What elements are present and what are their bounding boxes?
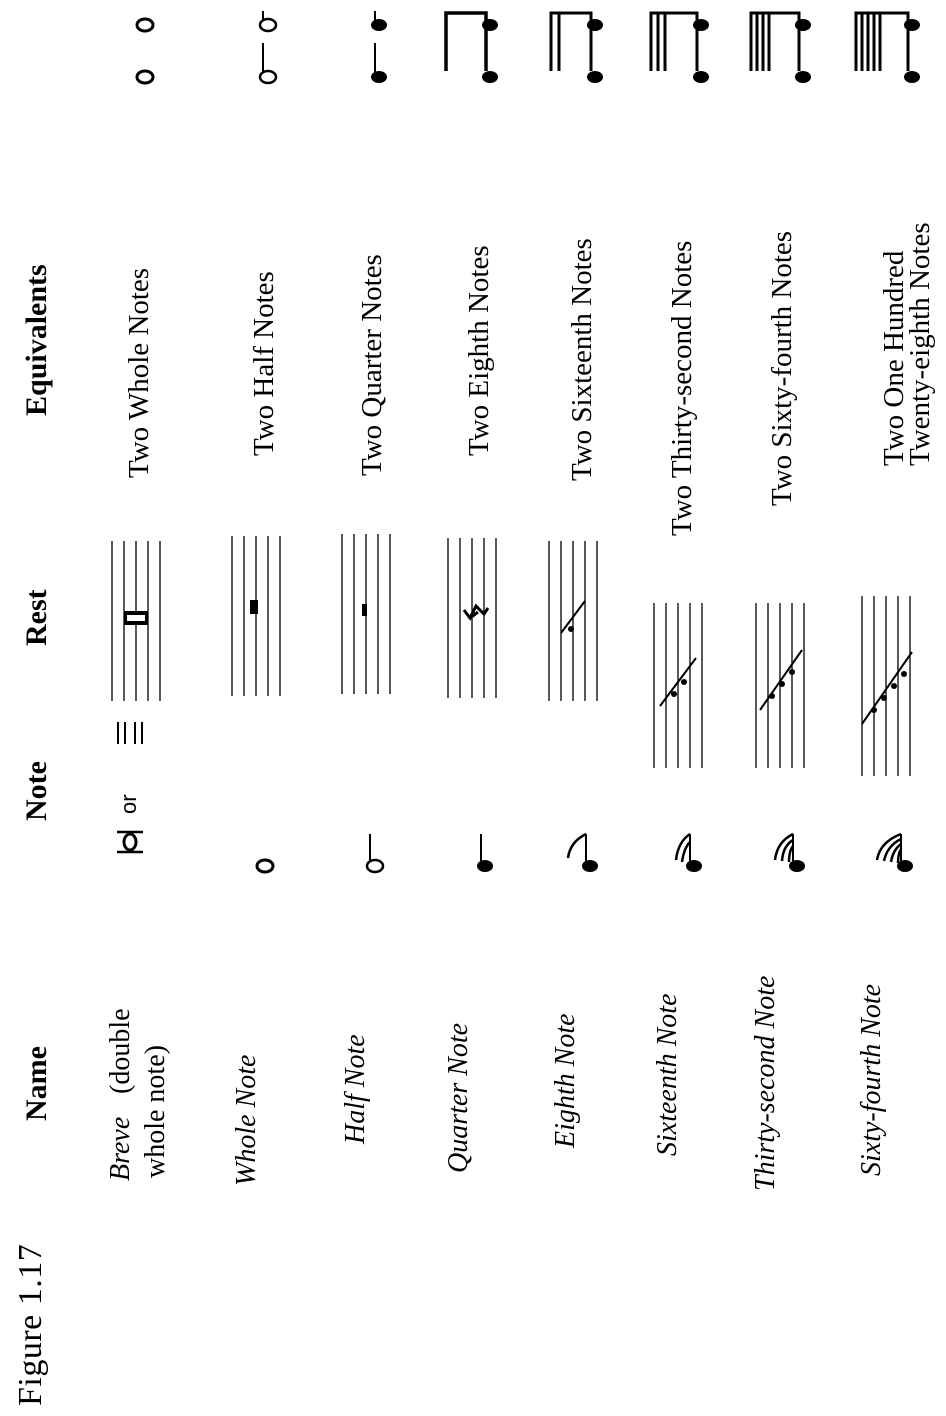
row-5-equivalent: Two Thirty-second Notes [666,240,698,536]
equivalent-two-quarter-notes-symbol [371,11,387,83]
row-3-name: Quarter Note [443,1022,474,1173]
row-7-equivalent-line2: Twenty-eighth Notes [904,222,936,466]
row-0-equivalent: Two Whole Notes [123,267,155,478]
equivalent-two-whole-notes-symbol [135,17,155,85]
sixty-fourth-rest-staff [861,596,913,776]
half-rest-staff [341,534,391,694]
breve-alt-symbol [117,722,143,744]
eighth-rest-staff [548,541,598,701]
whole-rest-staff [231,536,281,696]
equivalent-two-thirty-second-notes-symbol [649,11,709,83]
equivalent-two-eighth-notes-symbol [444,11,498,83]
breve-note-symbol [117,830,143,854]
header-rest: Rest [20,589,53,646]
sixteenth-rest-staff [653,603,703,768]
quarter-rest-staff [447,538,497,698]
row-1-equivalent: Two Half Notes [248,271,280,456]
row-0-name-extra: (double [105,1008,136,1094]
header-equivalents: Equivalents [20,264,53,416]
whole-note-symbol [255,858,275,874]
thirty-second-note-symbol [773,832,805,872]
sixteenth-note-symbol [674,832,702,872]
breve-rest-staff [111,541,161,701]
row-7-name: Sixty-fourth Note [856,983,887,1176]
header-name: Name [20,1046,53,1121]
row-6-equivalent: Two Sixty-fourth Notes [766,230,798,506]
equivalent-two-half-notes-symbol [258,11,278,85]
row-4-equivalent: Two Sixteenth Notes [566,238,598,481]
row-4-name: Eighth Note [550,1013,581,1148]
row-0-note-or: or [116,794,141,814]
eighth-note-symbol [566,832,598,872]
row-6-name: Thirty-second Note [750,975,781,1191]
row-5-name: Sixteenth Note [652,993,683,1156]
equivalent-two-128th-notes-symbol [854,11,920,83]
row-2-equivalent: Two Quarter Notes [356,254,388,476]
header-note: Note [20,761,53,821]
quarter-note-symbol [477,834,493,872]
row-2-name: Half Note [340,1034,371,1144]
figure-label: Figure 1.17 [12,1243,49,1406]
half-note-symbol [365,834,385,874]
thirty-second-rest-staff [755,603,805,768]
row-0-name: Breve [105,1116,136,1181]
equivalent-two-sixteenth-notes-symbol [549,11,603,83]
row-0-name-line2: whole note) [140,1045,171,1178]
sixty-fourth-note-symbol [875,832,913,872]
row-1-name: Whole Note [231,1054,262,1186]
equivalent-two-sixty-fourth-notes-symbol [749,11,811,83]
row-3-equivalent: Two Eighth Notes [463,245,495,456]
